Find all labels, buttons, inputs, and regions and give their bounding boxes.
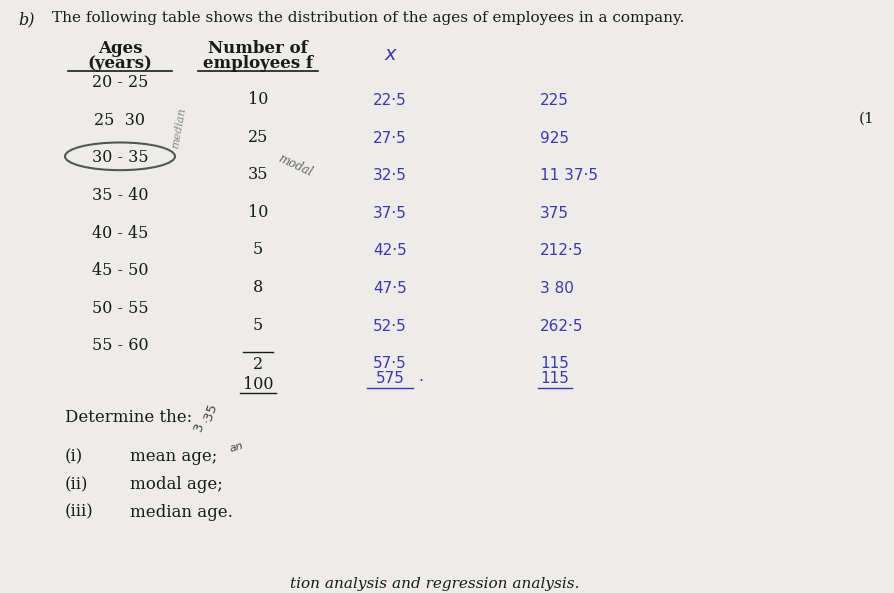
Text: Determine the:: Determine the: bbox=[65, 409, 192, 426]
Text: 3 80: 3 80 bbox=[540, 281, 574, 296]
Text: x: x bbox=[384, 44, 396, 63]
Text: 30 - 35: 30 - 35 bbox=[92, 149, 148, 167]
Text: 42·5: 42·5 bbox=[373, 243, 407, 259]
Text: 20 - 25: 20 - 25 bbox=[92, 74, 148, 91]
Text: an: an bbox=[228, 440, 244, 454]
Text: 35 - 40: 35 - 40 bbox=[92, 187, 148, 204]
Text: 40 - 45: 40 - 45 bbox=[92, 225, 148, 241]
Text: Ages: Ages bbox=[97, 40, 142, 56]
Text: 575: 575 bbox=[375, 371, 404, 386]
Text: 375: 375 bbox=[540, 206, 569, 221]
Text: 55 - 60: 55 - 60 bbox=[92, 337, 148, 355]
Text: median: median bbox=[170, 107, 187, 149]
Text: 115: 115 bbox=[540, 356, 569, 371]
Text: 52·5: 52·5 bbox=[373, 318, 407, 334]
Text: 37·5: 37·5 bbox=[373, 206, 407, 221]
Text: 45 - 50: 45 - 50 bbox=[92, 262, 148, 279]
Text: 27·5: 27·5 bbox=[373, 130, 407, 146]
Text: (i): (i) bbox=[65, 448, 83, 465]
Text: 5: 5 bbox=[253, 241, 263, 259]
Text: 25  30: 25 30 bbox=[95, 112, 146, 129]
Text: 5: 5 bbox=[253, 317, 263, 334]
Text: 115: 115 bbox=[540, 371, 569, 386]
Text: median age.: median age. bbox=[130, 503, 232, 521]
Text: 3: 3 bbox=[192, 420, 207, 433]
Text: Number of: Number of bbox=[208, 40, 308, 56]
Text: 32·5: 32·5 bbox=[373, 168, 407, 183]
Text: 2: 2 bbox=[253, 356, 263, 373]
Text: employees f: employees f bbox=[203, 55, 313, 72]
Text: 212·5: 212·5 bbox=[540, 243, 584, 259]
Text: ·35: ·35 bbox=[200, 401, 219, 425]
Text: .: . bbox=[418, 369, 423, 384]
Text: tion analysis and regression analysis.: tion analysis and regression analysis. bbox=[290, 577, 579, 591]
Text: 50 - 55: 50 - 55 bbox=[92, 300, 148, 317]
Text: 100: 100 bbox=[243, 376, 274, 393]
Text: 47·5: 47·5 bbox=[373, 281, 407, 296]
Text: 57·5: 57·5 bbox=[373, 356, 407, 371]
Text: (1: (1 bbox=[859, 112, 875, 126]
Text: (ii): (ii) bbox=[65, 476, 89, 493]
Text: 10: 10 bbox=[248, 91, 268, 108]
Text: 262·5: 262·5 bbox=[540, 318, 584, 334]
Text: 22·5: 22·5 bbox=[373, 93, 407, 108]
Text: mean age;: mean age; bbox=[130, 448, 217, 465]
Text: 8: 8 bbox=[253, 279, 263, 296]
Text: modal: modal bbox=[276, 152, 315, 180]
Text: 11 37·5: 11 37·5 bbox=[540, 168, 598, 183]
Text: The following table shows the distribution of the ages of employees in a company: The following table shows the distributi… bbox=[52, 11, 685, 25]
Text: 225: 225 bbox=[540, 93, 569, 108]
Text: 925: 925 bbox=[540, 130, 569, 146]
Text: 35: 35 bbox=[248, 166, 268, 183]
Text: b): b) bbox=[18, 11, 35, 28]
Text: 25: 25 bbox=[248, 129, 268, 146]
Text: (iii): (iii) bbox=[65, 503, 94, 521]
Text: (years): (years) bbox=[88, 55, 153, 72]
Text: modal age;: modal age; bbox=[130, 476, 223, 493]
Text: 10: 10 bbox=[248, 204, 268, 221]
